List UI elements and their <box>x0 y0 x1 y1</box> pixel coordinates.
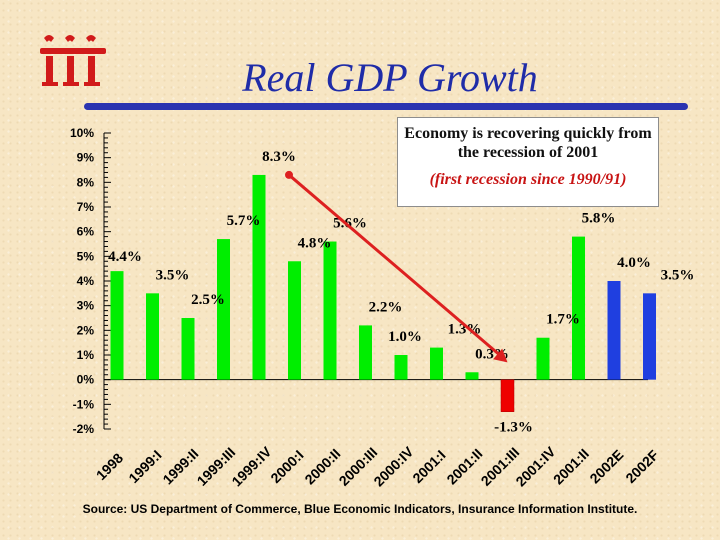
y-tick-label: 7% <box>77 200 95 214</box>
x-tick-label: 2000:II <box>301 445 343 487</box>
page-title: Real GDP Growth <box>242 55 538 100</box>
x-tick-label: 1998 <box>93 450 126 483</box>
bar-2000-iii <box>359 325 372 380</box>
y-tick-label: 3% <box>77 299 95 313</box>
x-tick-label: 2002F <box>622 446 662 486</box>
y-tick-label: 10% <box>70 126 94 140</box>
y-tick-label: 0% <box>77 373 95 387</box>
annotation-box: Economy is recovering quickly from the r… <box>397 117 659 207</box>
x-tick-label: 2000:IV <box>370 443 416 489</box>
data-label: 1.0% <box>388 329 422 345</box>
trend-arrowhead <box>493 348 508 363</box>
bar-2000-ii <box>323 241 337 380</box>
y-tick-label: -2% <box>73 422 95 436</box>
y-tick-label: -1% <box>73 397 95 411</box>
annotation-sub-text: (first recession since 1990/91) <box>429 171 627 188</box>
x-tick-label: 2002E <box>586 446 626 486</box>
y-tick-label: 6% <box>77 225 95 239</box>
y-tick-label: 2% <box>77 323 95 337</box>
data-label: 4.8% <box>298 235 332 251</box>
x-tick-label: 2001:I <box>409 447 448 486</box>
y-tick-label: 1% <box>77 348 95 362</box>
data-label: 3.5% <box>156 267 190 283</box>
chart-bars <box>110 174 656 412</box>
x-tick-label: 2001:IV <box>512 443 558 489</box>
data-label: 4.0% <box>617 255 651 271</box>
title-divider <box>84 103 688 110</box>
y-tick-label: 9% <box>77 151 95 165</box>
source-note: Source: US Department of Commerce, Blue … <box>82 502 638 516</box>
bar-2001-ii <box>465 372 479 380</box>
data-label: 4.4% <box>108 249 142 265</box>
x-tick-label: 1999:IV <box>228 443 274 489</box>
y-tick-label: 5% <box>77 249 95 263</box>
bar-1999-ii <box>181 318 195 380</box>
data-label: 2.5% <box>191 292 225 308</box>
bar-2001-ii <box>572 236 585 380</box>
data-label: 1.7% <box>546 312 580 328</box>
y-tick-label: 4% <box>77 274 95 288</box>
x-tick-label: 2000:I <box>267 447 306 486</box>
data-labels: 4.4%3.5%2.5%5.7%8.3%4.8%5.6%2.2%1.0% 1.3%… <box>108 149 694 436</box>
chart-axes <box>103 132 648 430</box>
y-tick-label: 8% <box>77 175 95 189</box>
x-tick-label: 2001:II <box>443 445 485 487</box>
bar-1999-i <box>146 293 159 380</box>
bar-1999-iii <box>217 239 230 380</box>
bar-2001-iv <box>536 337 550 380</box>
bar-1998 <box>110 271 124 380</box>
x-axis-tick-labels: 1998 1999:I1999:II1999:III1999:IV2000:I20… <box>93 443 662 489</box>
y-axis-tick-labels: 10% 9% 8% 7% 6% 5% 4% 3% 2% 1% 0% -1% -2% <box>70 126 94 436</box>
bar-2002f <box>643 293 656 380</box>
x-tick-label: 1999:I <box>125 447 164 486</box>
data-label: 5.8% <box>582 211 616 227</box>
data-label: 3.5% <box>661 267 695 283</box>
data-label: 2.2% <box>369 299 403 315</box>
bar-2001-i <box>430 347 443 380</box>
x-tick-label: 2001:II <box>550 445 592 487</box>
data-label: -1.3% <box>494 420 533 436</box>
data-label: 5.7% <box>227 213 261 229</box>
x-tick-label: 1999:II <box>159 445 201 487</box>
bar-1999-iv <box>252 174 266 380</box>
bar-2001-iii <box>500 379 515 412</box>
bar-2002e <box>607 281 621 380</box>
iii-logo-icon <box>40 35 106 86</box>
annotation-main-text: Economy is recovering quickly from the r… <box>404 125 652 161</box>
trend-line <box>288 173 504 359</box>
trend-arrow <box>285 170 508 363</box>
bar-2000-i <box>288 261 301 380</box>
bar-2000-iv <box>394 355 408 380</box>
data-label: 8.3% <box>262 149 296 165</box>
